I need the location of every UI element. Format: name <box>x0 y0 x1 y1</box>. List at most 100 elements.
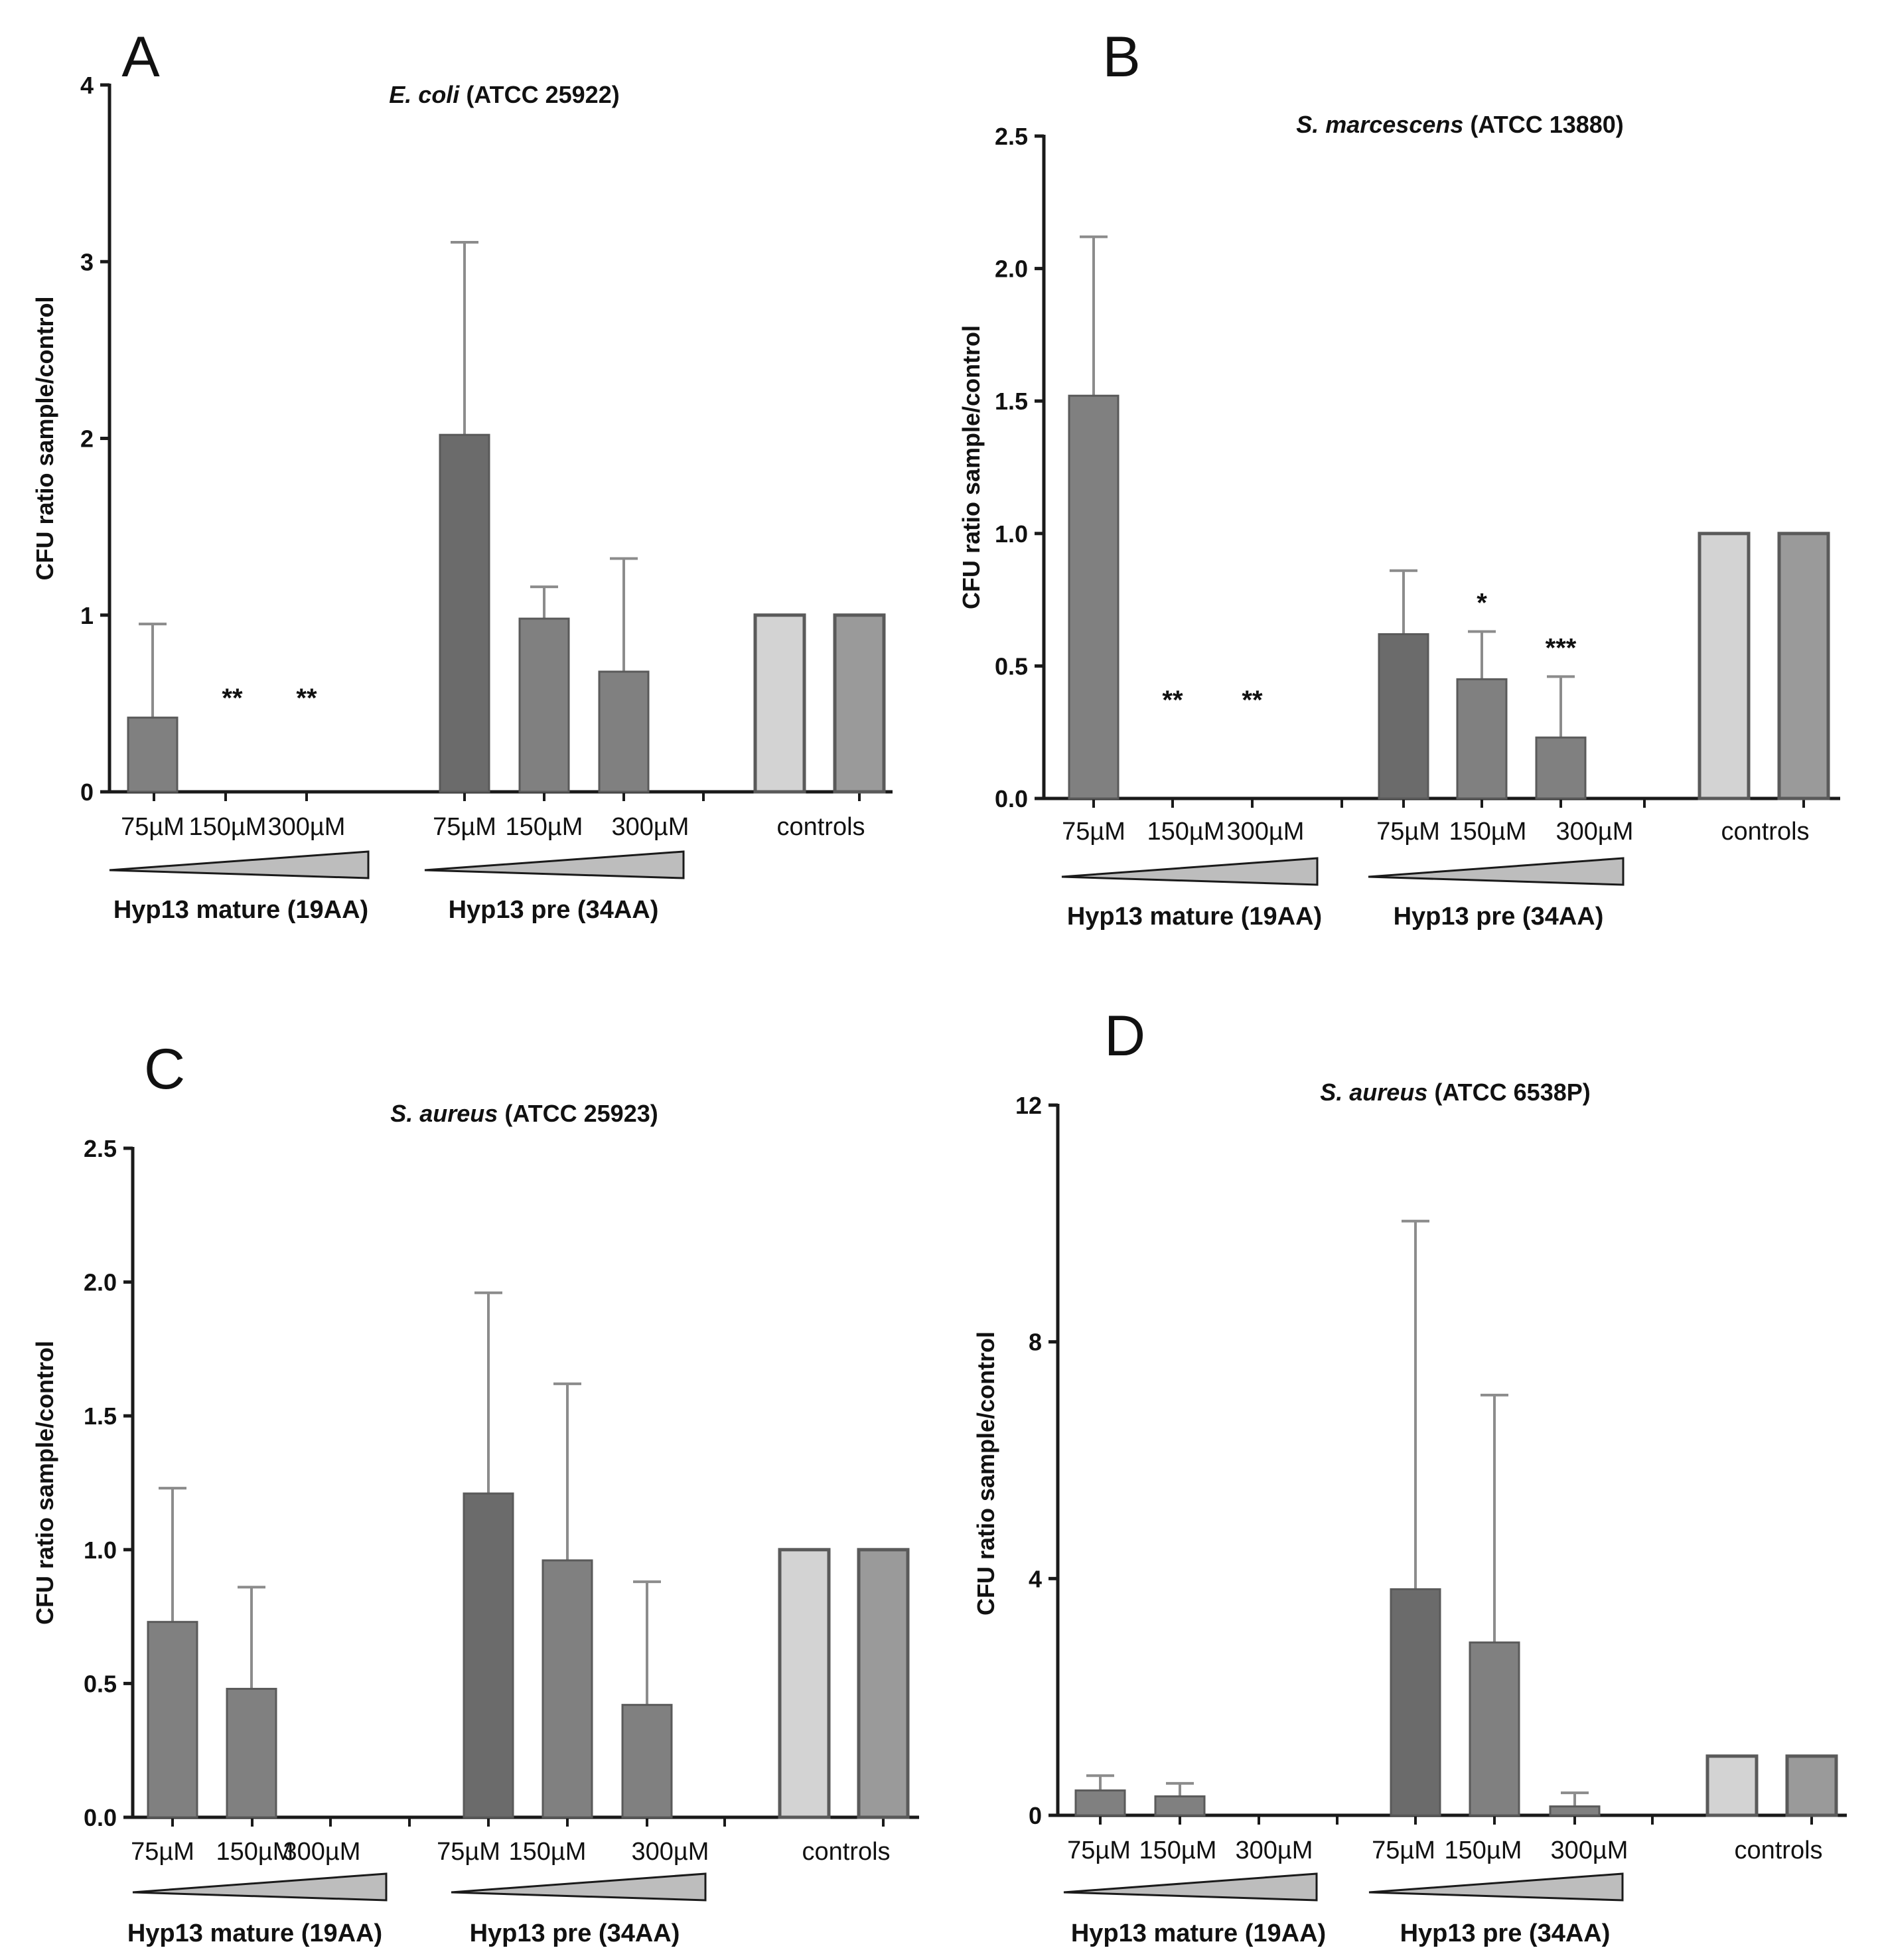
group-label: Hyp13 pre (34AA) <box>449 896 659 924</box>
panel-letter: C <box>144 1037 185 1101</box>
bar <box>857 1548 910 1819</box>
x-tick-label: 300µM <box>1236 1837 1313 1864</box>
bar <box>1154 1795 1206 1817</box>
group-label: Hyp13 mature (19AA) <box>113 896 368 924</box>
bar <box>621 1704 673 1819</box>
bar <box>1390 1588 1441 1817</box>
concentration-gradient-triangle <box>1368 1872 1624 1902</box>
x-tick-label: 300µM <box>1227 818 1305 846</box>
concentration-gradient-triangle <box>1368 857 1625 886</box>
concentration-gradient-triangle <box>424 850 685 879</box>
y-tick-label: 1.5 <box>995 388 1028 415</box>
bar <box>1698 532 1751 800</box>
y-tick-label: 2.5 <box>84 1135 117 1162</box>
bar <box>1705 1754 1759 1817</box>
bar <box>147 1621 198 1819</box>
y-tick-label: 12 <box>1015 1092 1042 1119</box>
y-tick-label: 0.5 <box>995 652 1028 680</box>
group-label: Hyp13 mature (19AA) <box>1067 903 1322 931</box>
x-tick-label: 300µM <box>612 813 689 841</box>
x-tick-label: 75µM <box>433 813 496 841</box>
y-tick-label: 2.5 <box>995 123 1028 150</box>
x-tick-label: 75µM <box>131 1838 194 1866</box>
y-tick-label: 2.0 <box>84 1269 117 1296</box>
panel-b: B S. marcescens (ATCC 13880) CFU ratio sam… <box>958 25 1840 931</box>
bar <box>598 670 650 793</box>
y-axis-label: CFU ratio sample/control <box>972 1331 999 1616</box>
x-tick-label: 150µM <box>509 1838 587 1866</box>
x-tick-label: 75µM <box>1372 1837 1435 1864</box>
x-tick-label: 150µM <box>216 1838 294 1866</box>
x-tick-label: 300µM <box>283 1838 361 1866</box>
chart-title: S. marcescens (ATCC 13880) <box>1296 111 1624 138</box>
title-species: S. aureus <box>1320 1079 1427 1106</box>
x-tick-label: 75µM <box>437 1838 500 1866</box>
group-label: Hyp13 mature (19AA) <box>127 1920 382 1947</box>
title-species: S. marcescens <box>1296 111 1463 138</box>
y-tick-label: 4 <box>80 72 94 99</box>
concentration-gradient-triangle <box>1063 1872 1318 1902</box>
x-tick-label: 150µM <box>506 813 583 841</box>
y-tick-label: 1 <box>80 602 94 629</box>
x-tick-label: 300µM <box>1556 818 1634 846</box>
y-tick-label: 2 <box>80 425 94 453</box>
y-tick-label: 0.5 <box>84 1670 117 1697</box>
chart-title: S. aureus (ATCC 25923) <box>390 1100 658 1127</box>
bar <box>1469 1641 1520 1817</box>
y-tick-label: 0 <box>1029 1802 1042 1829</box>
panel-letter: B <box>1102 25 1140 89</box>
y-tick-label: 1.0 <box>995 520 1028 548</box>
group-label: Hyp13 pre (34AA) <box>1400 1920 1611 1947</box>
group-label: Hyp13 pre (34AA) <box>1394 903 1604 931</box>
y-tick-label: 4 <box>1029 1565 1042 1592</box>
bar <box>1785 1754 1838 1817</box>
bar <box>542 1559 593 1819</box>
controls-label: controls <box>1721 818 1809 846</box>
title-strain: (ATCC 25922) <box>459 81 619 108</box>
bar <box>1074 1789 1126 1817</box>
title-strain: (ATCC 13880) <box>1463 111 1623 138</box>
significance-marker: ** <box>1242 686 1263 715</box>
x-tick-label: 300µM <box>268 813 346 841</box>
significance-marker: * <box>1477 589 1487 618</box>
x-tick-label: 150µM <box>1147 818 1225 846</box>
y-tick-label: 1.5 <box>84 1402 117 1430</box>
x-tick-label: 150µM <box>189 813 267 841</box>
bar <box>778 1548 831 1819</box>
bar <box>1456 678 1508 800</box>
controls-label: controls <box>776 813 865 841</box>
panel-c: C S. aureus (ATCC 25923) CFU ratio sample/… <box>31 1037 919 1947</box>
title-strain: (ATCC 6538P) <box>1427 1079 1590 1106</box>
y-tick-label: 8 <box>1029 1329 1042 1356</box>
x-tick-label: 75µM <box>121 813 184 841</box>
concentration-gradient-triangle <box>109 850 370 879</box>
panel-d: D S. aureus (ATCC 6538P) CFU ratio sample/… <box>972 1004 1847 1947</box>
x-tick-label: 300µM <box>1551 1837 1628 1864</box>
bar <box>1378 633 1429 800</box>
controls-label: controls <box>802 1838 890 1866</box>
bar <box>1535 736 1587 800</box>
concentration-gradient-triangle <box>1061 857 1319 886</box>
x-tick-label: 150µM <box>1449 818 1527 846</box>
y-axis-label: CFU ratio sample/control <box>958 325 985 609</box>
y-axis-label: CFU ratio sample/control <box>31 1341 58 1625</box>
title-species: E. coli <box>389 81 460 108</box>
x-tick-label: 150µM <box>1139 1837 1217 1864</box>
controls-label: controls <box>1734 1837 1822 1864</box>
x-tick-label: 75µM <box>1067 1837 1131 1864</box>
x-tick-label: 150µM <box>1445 1837 1522 1864</box>
y-tick-label: 1.0 <box>84 1537 117 1564</box>
significance-marker: ** <box>296 684 317 713</box>
bar <box>518 617 570 793</box>
bar <box>753 613 806 794</box>
chart-title: E. coli (ATCC 25922) <box>389 81 619 108</box>
panel-a: A E. coli (ATCC 25922) CFU ratio sample/co… <box>31 25 893 924</box>
panel-letter: D <box>1104 1004 1145 1068</box>
title-strain: (ATCC 25923) <box>498 1100 658 1127</box>
y-tick-label: 0.0 <box>84 1804 117 1831</box>
y-axis-label: CFU ratio sample/control <box>31 296 58 580</box>
significance-marker: ** <box>1162 686 1183 715</box>
concentration-gradient-triangle <box>451 1872 707 1902</box>
x-tick-label: 300µM <box>632 1838 709 1866</box>
